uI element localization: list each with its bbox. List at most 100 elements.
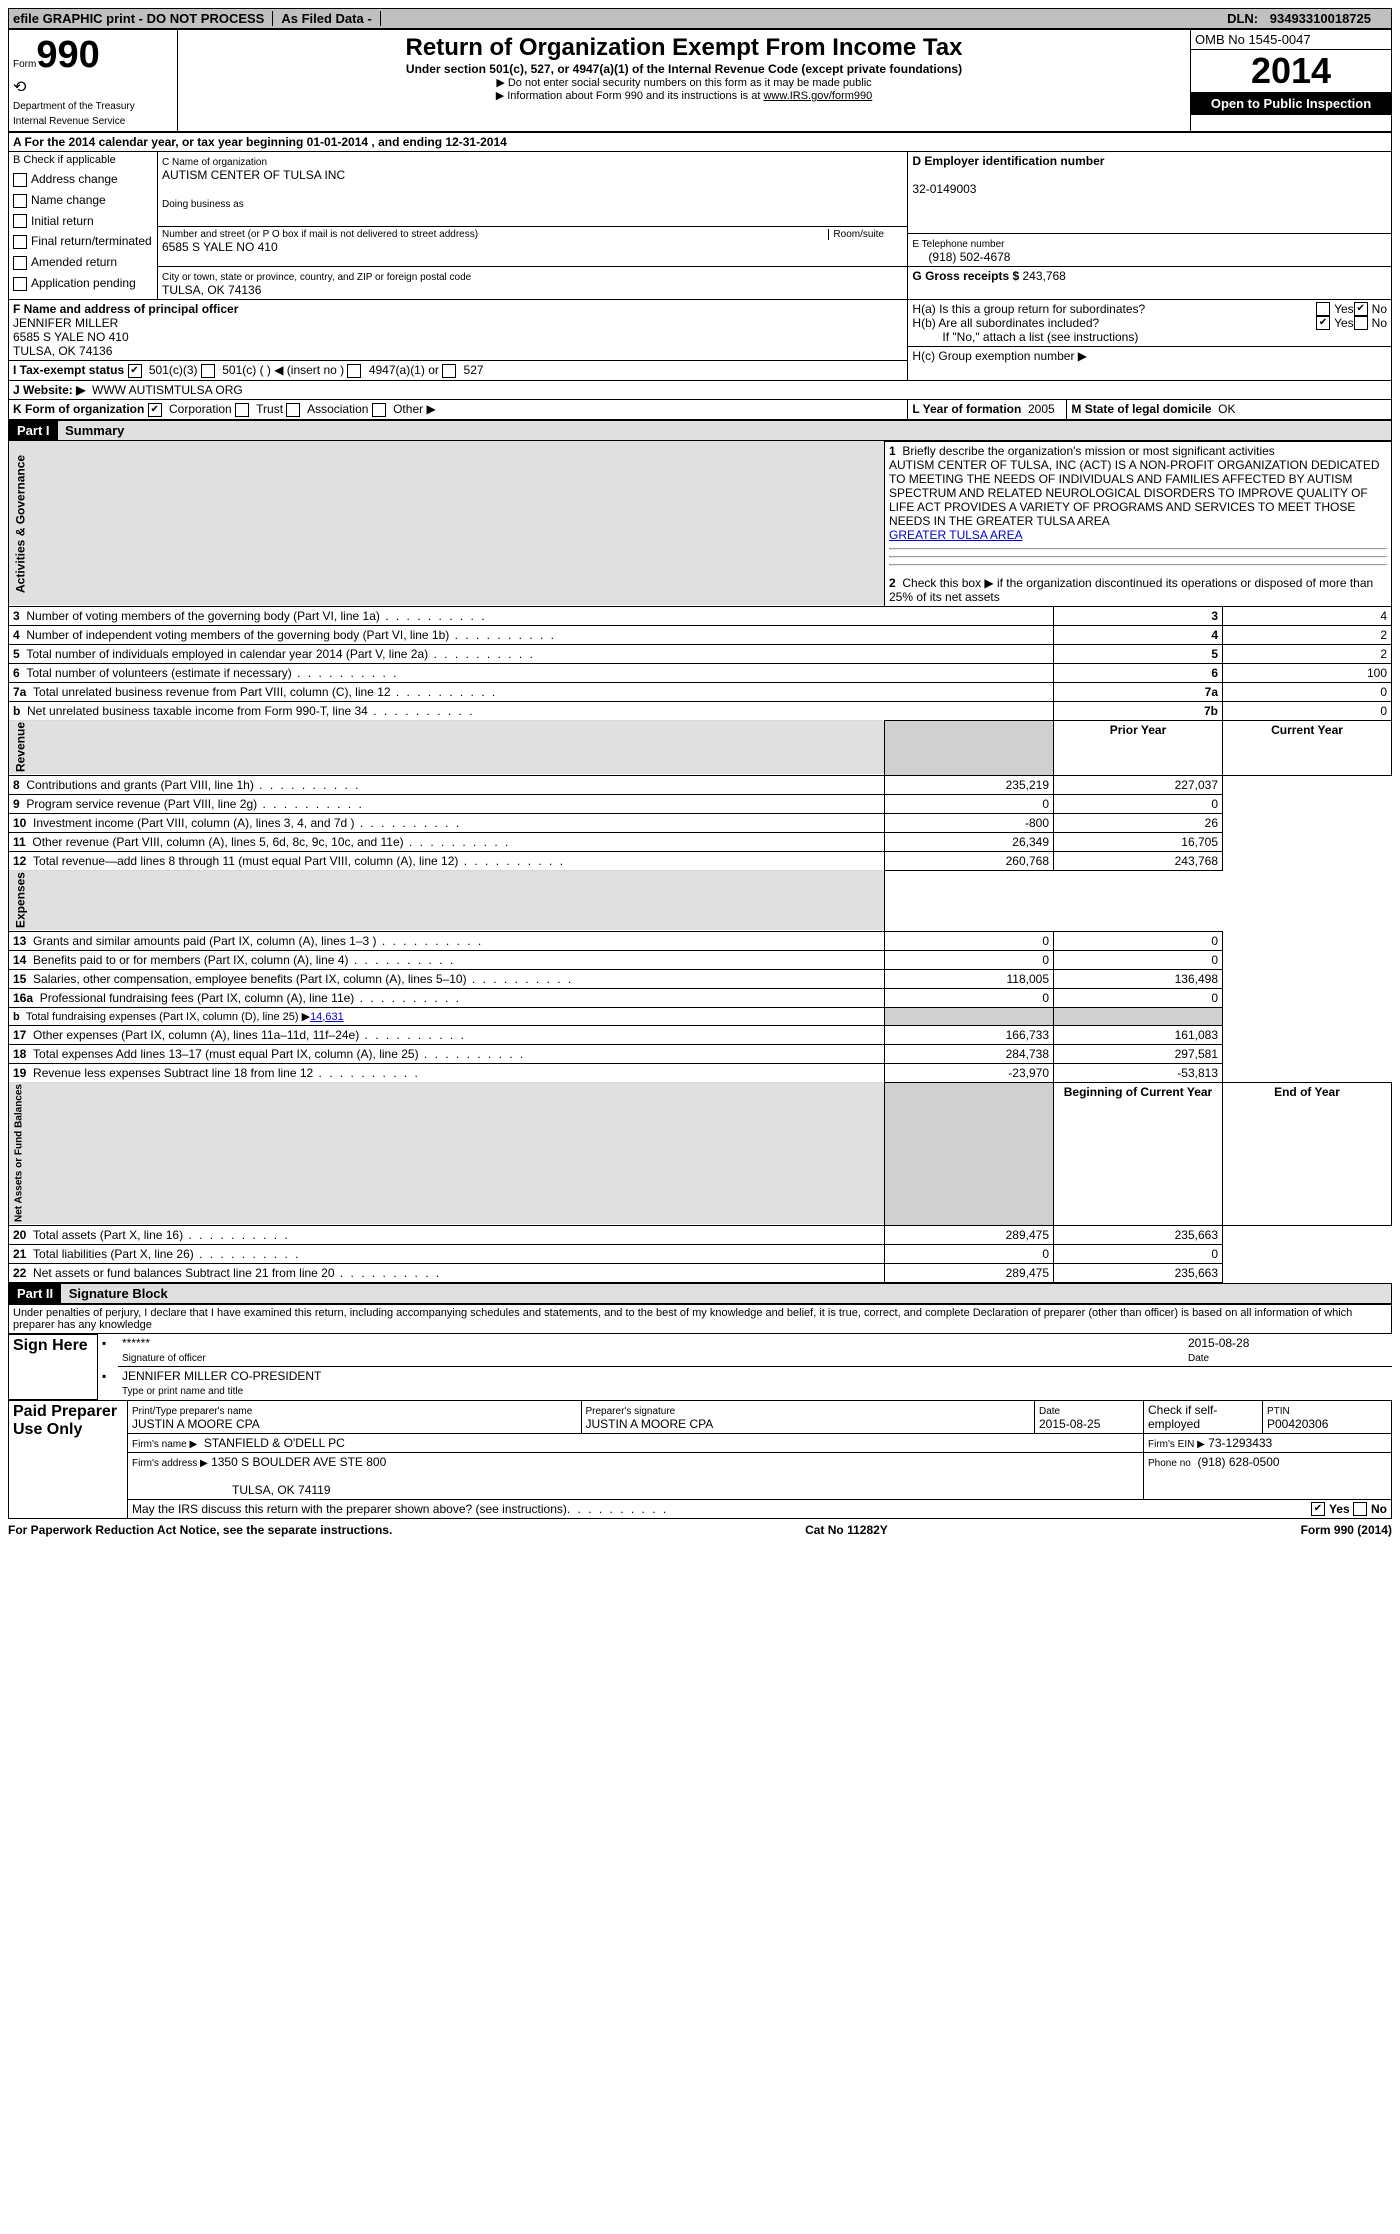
row-prior: -23,970 xyxy=(885,1063,1054,1082)
street: 6585 S YALE NO 410 xyxy=(162,240,278,254)
f-city: TULSA, OK 74136 xyxy=(13,344,112,358)
row-text: Number of independent voting members of … xyxy=(26,628,556,642)
row-text: Total number of volunteers (estimate if … xyxy=(26,666,398,680)
row-text: Total revenue—add lines 8 through 11 (mu… xyxy=(33,854,565,868)
row-text: Net unrelated business taxable income fr… xyxy=(27,704,475,718)
preparer-table: Paid Preparer Use Only Print/Type prepar… xyxy=(8,1400,1392,1519)
as-filed-label: As Filed Data - xyxy=(272,11,380,26)
ha-yes-cb[interactable] xyxy=(1316,302,1330,316)
b-checkbox[interactable] xyxy=(13,256,27,270)
omb: OMB No 1545-0047 xyxy=(1191,30,1391,50)
row-text: Total unrelated business revenue from Pa… xyxy=(33,685,497,699)
a-label: A For the 2014 calendar year, or tax yea… xyxy=(13,135,507,149)
room-label: Room/suite xyxy=(828,229,903,240)
vlabel-rev: Revenue xyxy=(9,720,885,775)
row-text: Net assets or fund balances Subtract lin… xyxy=(33,1266,441,1280)
i-opt1-cb[interactable] xyxy=(128,364,142,378)
footer: For Paperwork Reduction Act Notice, see … xyxy=(8,1523,1392,1537)
row-text: Revenue less expenses Subtract line 18 f… xyxy=(33,1066,420,1080)
f-label: F Name and address of principal officer xyxy=(13,302,238,316)
vlabel-na: Net Assets or Fund Balances xyxy=(9,1082,885,1225)
k-opt-cb[interactable] xyxy=(372,403,386,417)
b-checkbox[interactable] xyxy=(13,277,27,291)
row-current: 0 xyxy=(1054,931,1223,950)
ha-no-cb[interactable] xyxy=(1354,302,1368,316)
row-current: 227,037 xyxy=(1054,775,1223,794)
e-label: E Telephone number xyxy=(912,239,1004,250)
j-label: J Website: ▶ xyxy=(13,383,85,397)
i-opt2-cb[interactable] xyxy=(201,364,215,378)
row-prior: 260,768 xyxy=(885,851,1054,870)
row-prior: 118,005 xyxy=(885,969,1054,988)
row-text: Total number of individuals employed in … xyxy=(26,647,534,661)
b-item-label: Initial return xyxy=(31,214,94,228)
k-opt-cb[interactable] xyxy=(235,403,249,417)
i-opt4-cb[interactable] xyxy=(442,364,456,378)
discuss-yes-cb[interactable] xyxy=(1311,1502,1325,1516)
g-val: 243,768 xyxy=(1022,269,1065,283)
row-current: 0 xyxy=(1054,988,1223,1007)
i-opt3-cb[interactable] xyxy=(347,364,361,378)
row-current: 0 xyxy=(1054,794,1223,813)
discuss-no-cb[interactable] xyxy=(1353,1502,1367,1516)
row-prior: 0 xyxy=(885,931,1054,950)
part2-title: Signature Block xyxy=(69,1286,168,1301)
row-prior: 289,475 xyxy=(885,1225,1054,1244)
inspection-label: Open to Public Inspection xyxy=(1191,92,1391,115)
city: TULSA, OK 74136 xyxy=(162,283,261,297)
i-label: I Tax-exempt status xyxy=(13,363,124,377)
paid-preparer: Paid Preparer Use Only xyxy=(9,1400,128,1518)
row-text: Total assets (Part X, line 16) xyxy=(33,1228,290,1242)
city-label: City or town, state or province, country… xyxy=(162,272,471,283)
hb-no-cb[interactable] xyxy=(1354,316,1368,330)
b-checkbox[interactable] xyxy=(13,194,27,208)
tax-year: 2014 xyxy=(1191,50,1391,92)
b-item-label: Application pending xyxy=(31,276,136,290)
c-name-label: C Name of organization xyxy=(162,157,267,168)
row-text: Grants and similar amounts paid (Part IX… xyxy=(33,934,483,948)
b-item-label: Final return/terminated xyxy=(31,234,152,248)
b-checkbox[interactable] xyxy=(13,235,27,249)
row-prior: 235,219 xyxy=(885,775,1054,794)
row-prior: 289,475 xyxy=(885,1263,1054,1282)
row-text: Professional fundraising fees (Part IX, … xyxy=(40,991,461,1005)
row-value: 2 xyxy=(1223,644,1392,663)
hb-yes-cb[interactable] xyxy=(1316,316,1330,330)
row-text: Other expenses (Part IX, column (A), lin… xyxy=(33,1028,466,1042)
m-label: M State of legal domicile xyxy=(1071,402,1211,416)
k-opt-cb[interactable] xyxy=(286,403,300,417)
row-current: -53,813 xyxy=(1054,1063,1223,1082)
k-label: K Form of organization xyxy=(13,402,144,416)
row-current: 16,705 xyxy=(1054,832,1223,851)
row-current: 235,663 xyxy=(1054,1225,1223,1244)
b-label: B Check if applicable xyxy=(13,154,153,166)
row-text: Total liabilities (Part X, line 26) xyxy=(33,1247,300,1261)
header-table: Form990 ⟲ Department of the Treasury Int… xyxy=(8,29,1392,132)
hb-note: If "No," attach a list (see instructions… xyxy=(912,330,1387,344)
b-checkbox[interactable] xyxy=(13,214,27,228)
greater-tulsa-link[interactable]: GREATER TULSA AREA xyxy=(889,528,1023,542)
k-opt-cb[interactable] xyxy=(148,403,162,417)
b-item-label: Name change xyxy=(31,193,106,207)
b-item-label: Amended return xyxy=(31,255,117,269)
row-current: 0 xyxy=(1054,950,1223,969)
b-checkbox[interactable] xyxy=(13,173,27,187)
hc-label: H(c) Group exemption number ▶ xyxy=(912,349,1087,363)
row-current: 243,768 xyxy=(1054,851,1223,870)
row-value: 2 xyxy=(1223,625,1392,644)
row-current: 161,083 xyxy=(1054,1025,1223,1044)
row-prior: 284,738 xyxy=(885,1044,1054,1063)
row-current: 297,581 xyxy=(1054,1044,1223,1063)
row-text: Investment income (Part VIII, column (A)… xyxy=(33,816,461,830)
note2: ▶ Information about Form 990 and its ins… xyxy=(182,89,1186,102)
row-boxnum: 7a xyxy=(1054,682,1223,701)
row-prior: 0 xyxy=(885,1244,1054,1263)
signature-table: Sign Here ▪ ****** Signature of officer … xyxy=(8,1334,1392,1400)
row-current: 0 xyxy=(1054,1244,1223,1263)
d-ein: 32-0149003 xyxy=(912,182,976,196)
part2-row: Part II Signature Block xyxy=(8,1283,1392,1304)
dln: DLN: 93493310018725 xyxy=(1227,11,1379,26)
form-title: Return of Organization Exempt From Incom… xyxy=(182,34,1186,62)
row-text: Program service revenue (Part VIII, line… xyxy=(26,797,363,811)
dept-label: Department of the Treasury xyxy=(13,101,135,112)
